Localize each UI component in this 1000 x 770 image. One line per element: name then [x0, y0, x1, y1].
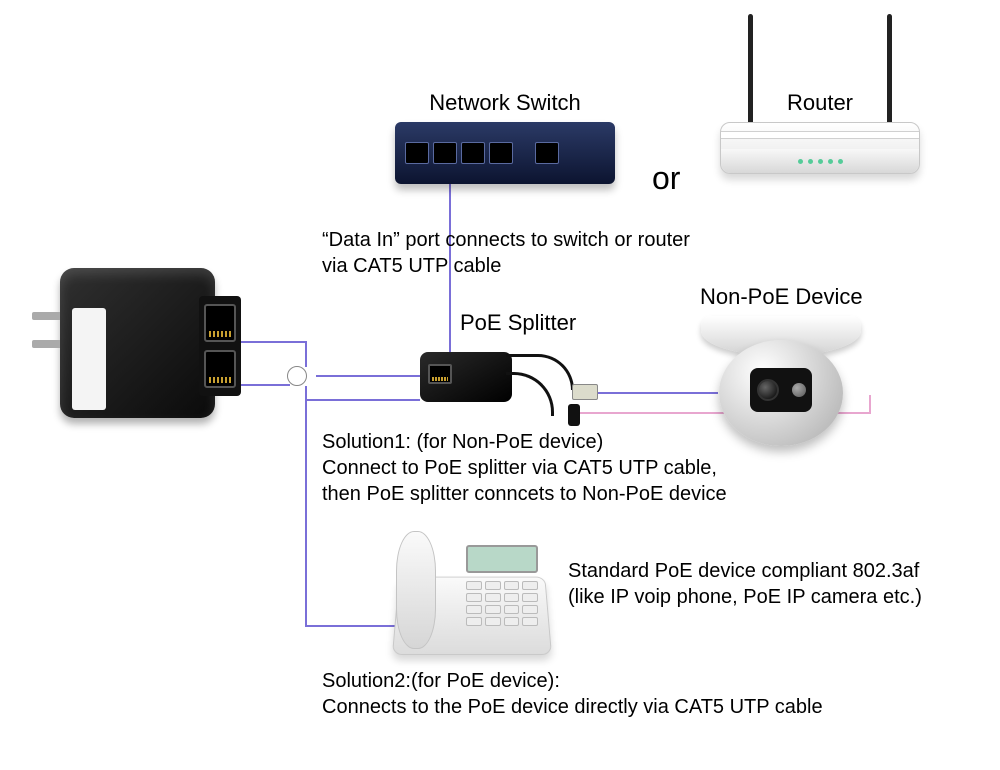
- router-label: Router: [787, 90, 853, 116]
- injector-port-data-in: [204, 304, 236, 342]
- cable-inj-to-junction: [232, 342, 306, 367]
- poe-splitter: PoE Splitter: [420, 310, 576, 412]
- splitter-label: PoE Splitter: [460, 310, 576, 336]
- nonpoe-label: Non-PoE Device: [700, 284, 863, 310]
- camera-lens-icon: [757, 379, 779, 401]
- switch-label: Network Switch: [429, 90, 581, 116]
- caption-standard-poe: Standard PoE device compliant 802.3af (l…: [568, 558, 922, 610]
- caption-solution1: Solution1: (for Non-PoE device) Connect …: [322, 429, 727, 507]
- caption-solution2: Solution2:(for PoE device): Connects to …: [322, 668, 823, 720]
- cable-junction-to-splitter: [306, 386, 420, 400]
- wifi-router: Router: [720, 90, 920, 182]
- antenna-icon: [748, 14, 753, 134]
- dome-camera: Non-PoE Device: [700, 284, 863, 446]
- poe-injector: [60, 268, 215, 418]
- or-label: or: [652, 160, 680, 197]
- cable-junction: [287, 366, 307, 386]
- injector-port-poe-out: [204, 350, 236, 388]
- dc-plug-icon: [568, 404, 580, 426]
- caption-data-in: “Data In” port connects to switch or rou…: [322, 227, 690, 279]
- ip-phone: [392, 525, 552, 655]
- antenna-icon: [887, 14, 892, 134]
- network-switch: Network Switch: [395, 90, 615, 184]
- rj45-plug-icon: [572, 384, 598, 400]
